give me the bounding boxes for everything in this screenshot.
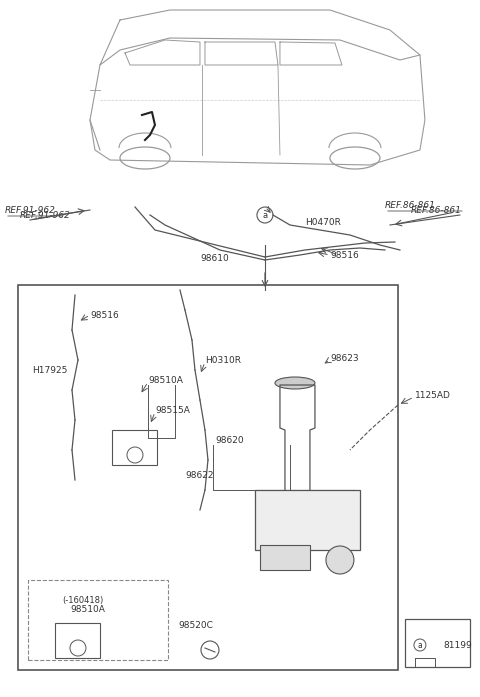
- Text: REF.91-962: REF.91-962: [5, 206, 56, 215]
- Text: H0310R: H0310R: [205, 355, 241, 365]
- Text: REF.86-861: REF.86-861: [385, 201, 436, 210]
- Text: 98610: 98610: [201, 254, 229, 263]
- Bar: [405, 619, 470, 667]
- Polygon shape: [255, 490, 360, 550]
- Text: REF.86-861: REF.86-861: [411, 206, 462, 215]
- Text: 98516: 98516: [90, 310, 119, 319]
- Text: H17925: H17925: [32, 365, 67, 374]
- Text: 98520C: 98520C: [178, 620, 213, 629]
- Bar: [112, 430, 157, 465]
- Text: 98623: 98623: [330, 353, 359, 362]
- Text: 98510A: 98510A: [70, 606, 105, 615]
- Text: 98516: 98516: [330, 250, 359, 259]
- Bar: [28, 580, 168, 660]
- Text: 81199: 81199: [443, 641, 472, 650]
- Text: 1125AD: 1125AD: [415, 390, 451, 399]
- Bar: [260, 545, 310, 570]
- Text: a: a: [418, 641, 422, 650]
- Bar: [55, 623, 100, 658]
- Text: 98620: 98620: [215, 436, 243, 445]
- Text: 98510A: 98510A: [148, 376, 183, 385]
- Text: H0470R: H0470R: [305, 217, 341, 227]
- Text: REF.91-962: REF.91-962: [20, 210, 71, 220]
- Text: (-160418): (-160418): [62, 595, 103, 604]
- Bar: [255, 490, 360, 550]
- Text: a: a: [263, 210, 267, 220]
- Text: 98622: 98622: [185, 470, 214, 480]
- Ellipse shape: [275, 377, 315, 389]
- Circle shape: [326, 546, 354, 574]
- Bar: [18, 285, 398, 670]
- Text: 98515A: 98515A: [155, 406, 190, 415]
